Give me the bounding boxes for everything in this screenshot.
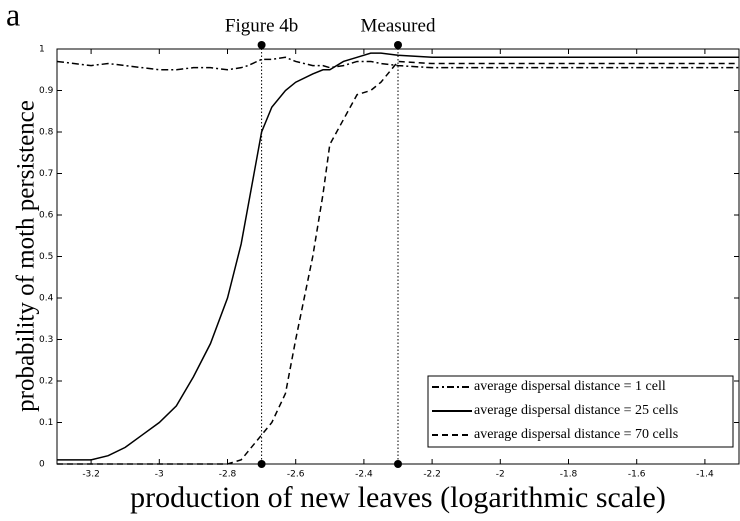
y-tick-label: 0.9 (39, 86, 54, 96)
x-tick-label: -2.8 (219, 470, 237, 480)
y-tick-label: 0.3 (39, 335, 53, 345)
legend-label: average dispersal distance = 25 cells (474, 403, 678, 418)
annotation-dot (394, 41, 402, 49)
x-tick-label: -2.2 (423, 470, 441, 480)
annotation-dot (257, 41, 266, 49)
y-tick-label: 0.2 (39, 377, 53, 387)
series-line (56, 56, 739, 71)
y-tick-label: 1 (39, 45, 45, 55)
legend-label: average dispersal distance = 1 cell (474, 379, 666, 394)
y-tick-label: 0.5 (39, 252, 53, 262)
y-tick-label: 0.4 (39, 294, 54, 304)
legend-box (427, 375, 734, 448)
x-tick-label: -2.4 (355, 470, 373, 480)
panel-label: a (6, 0, 20, 32)
series-line (57, 60, 739, 465)
x-tick-label: -3 (155, 470, 164, 480)
x-tick-label: -1.6 (628, 470, 646, 480)
legend-label: average dispersal distance = 70 cells (474, 427, 678, 442)
y-axis-label: probability of moth persistence (13, 100, 40, 412)
y-tick-label: 0.7 (39, 169, 53, 179)
annotation-label: Measured (361, 15, 436, 36)
series-line (57, 52, 739, 461)
y-tick-label: 0.8 (39, 128, 54, 138)
annotation-dot (394, 460, 402, 468)
x-tick-label: -2 (496, 470, 505, 480)
annotation-dot (257, 460, 266, 468)
y-tick-label: 0.1 (39, 418, 53, 428)
x-tick-label: -3.2 (82, 470, 100, 480)
y-tick-label: 0.6 (39, 211, 54, 221)
annotation-label: Figure 4b (225, 15, 298, 36)
x-tick-label: -2.6 (287, 470, 305, 480)
y-tick-label: 0 (39, 460, 45, 470)
x-axis-label: production of new leaves (logarithmic sc… (130, 481, 666, 514)
x-tick-label: -1.8 (560, 470, 578, 480)
x-tick-label: -1.4 (696, 470, 714, 480)
